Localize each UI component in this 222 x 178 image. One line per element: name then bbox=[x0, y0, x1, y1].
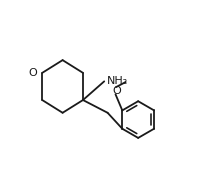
Text: O: O bbox=[113, 85, 121, 96]
Text: NH₂: NH₂ bbox=[107, 76, 128, 86]
Text: O: O bbox=[28, 68, 37, 78]
